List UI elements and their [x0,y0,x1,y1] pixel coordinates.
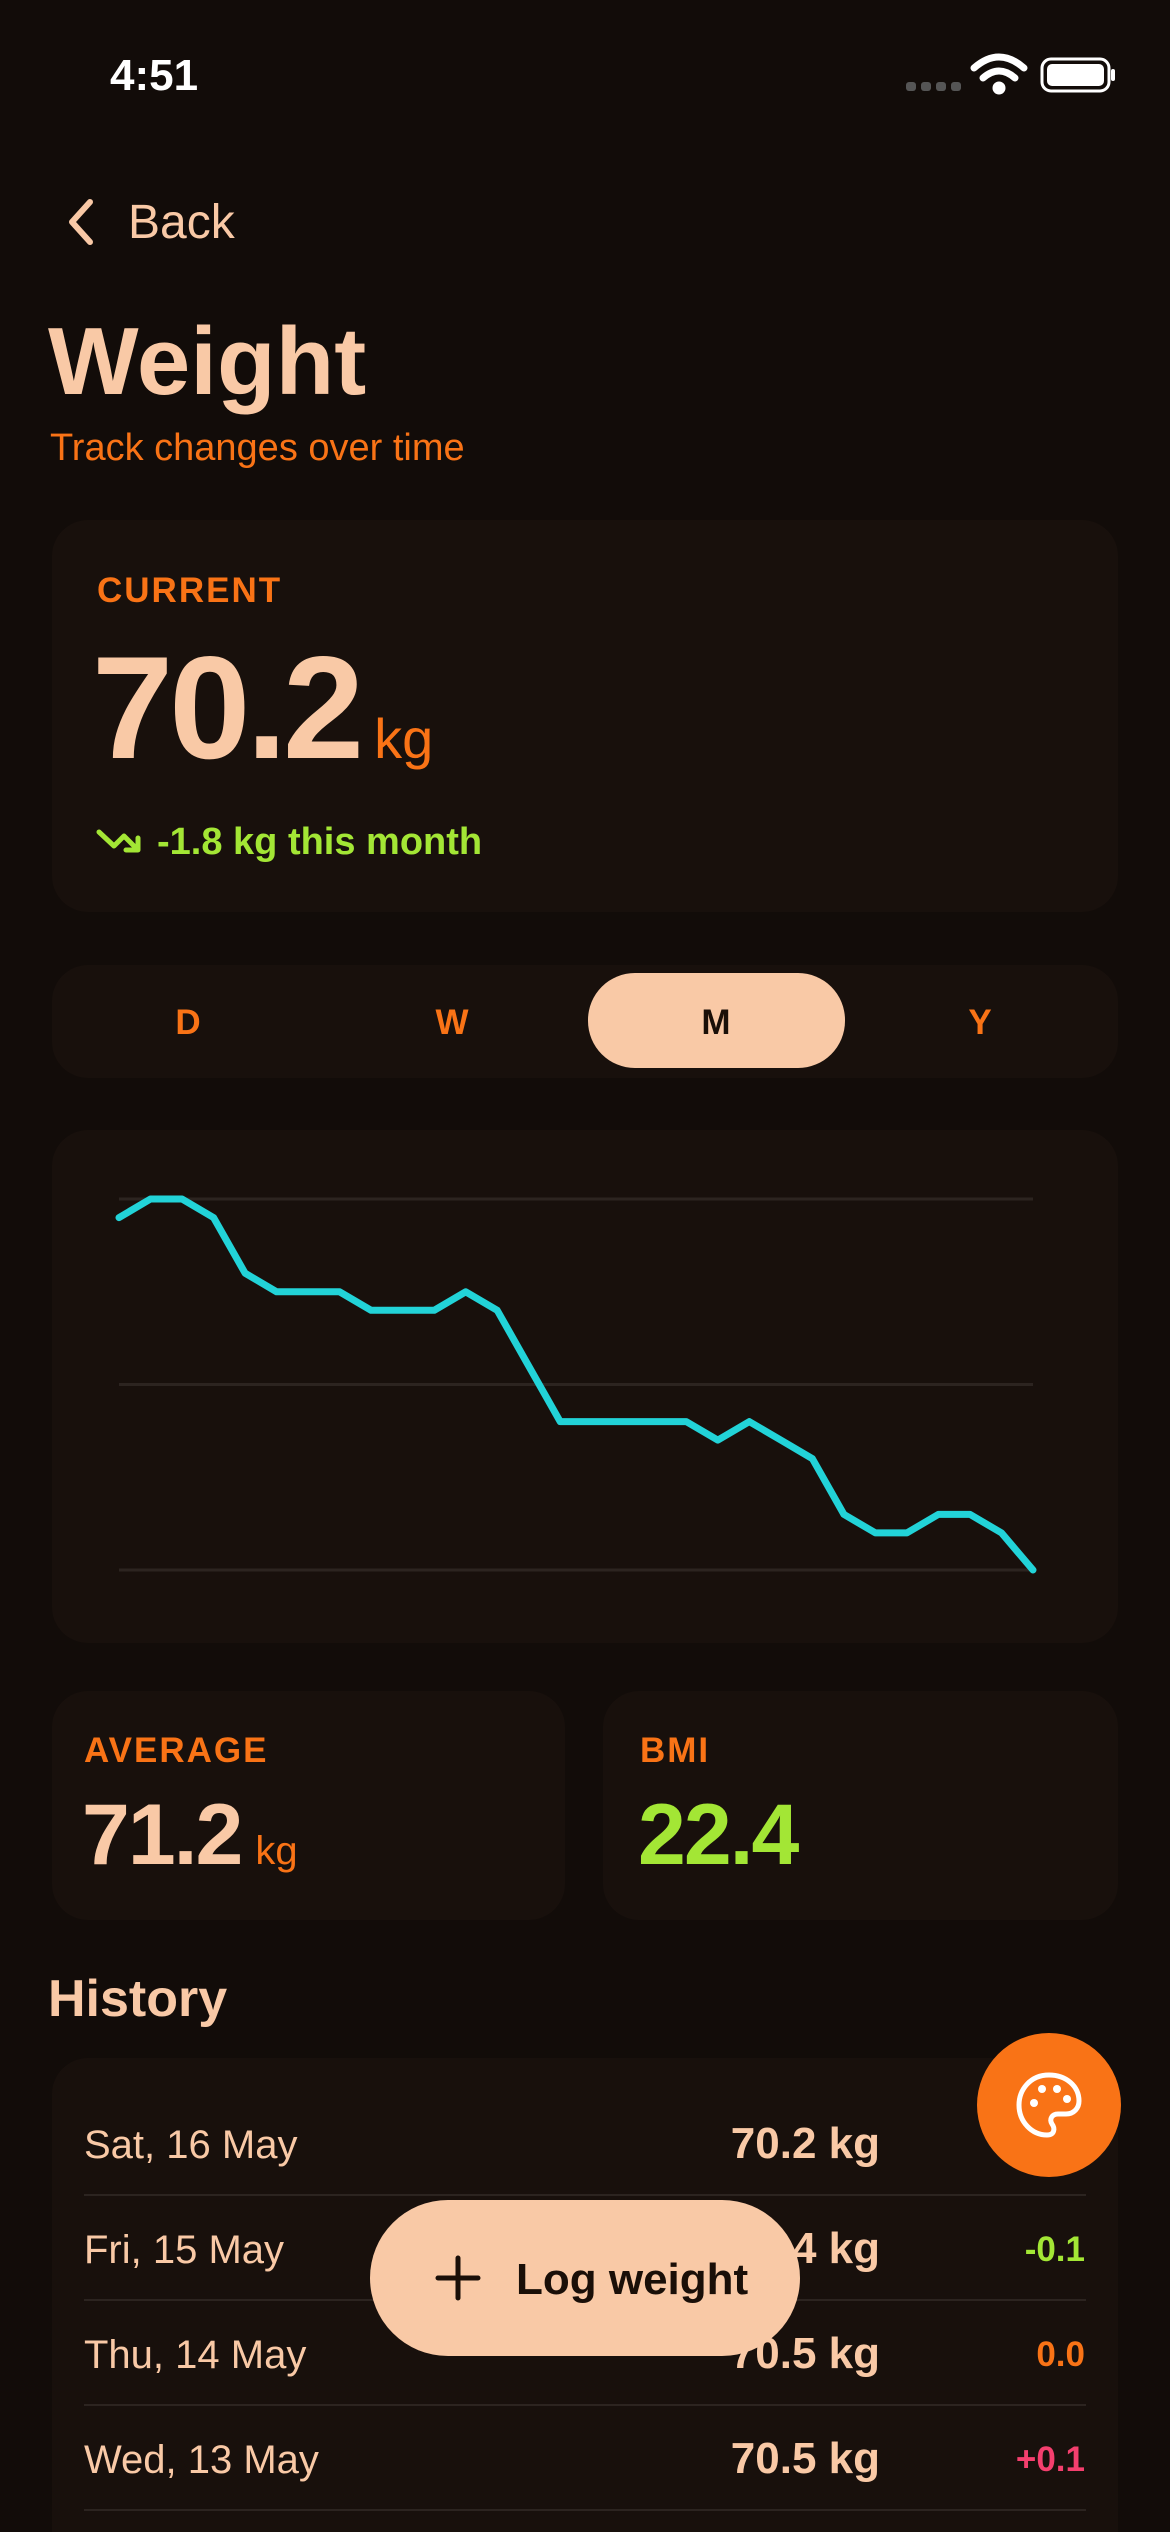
signal-icon [906,82,961,91]
history-change: +0.1 [1016,2440,1085,2479]
weight-line [115,1195,1037,1574]
back-chevron[interactable] [69,199,93,245]
average-card [52,1691,565,1920]
page-subtitle: Track changes over time [50,427,465,469]
current-card [52,520,1118,912]
history-date: Fri, 15 May [84,2228,284,2272]
bmi-value: 22.4 [638,1787,800,1883]
log-weight-button[interactable]: Log weight [370,2200,800,2356]
range-option[interactable]: D [175,1003,200,1042]
current-value: 70.2 [92,626,360,789]
range-option[interactable]: Y [968,1003,991,1042]
log-button-label[interactable]: Log weight [516,2255,749,2304]
chart [115,1195,1037,1574]
log-button-bg[interactable] [370,2200,800,2356]
wifi-icon [970,53,1028,95]
range-option[interactable]: M [701,1003,730,1042]
history-title: History [48,1970,227,2028]
plus-icon [435,2255,481,2301]
average-unit: kg [255,1829,297,1873]
average-value: 71.2 [82,1787,241,1883]
history-date: Sat, 16 May [84,2123,297,2167]
history-weight: 70.5 kg [731,2434,880,2483]
history-change: 0.0 [1036,2335,1085,2374]
range-selected-pill[interactable] [588,973,845,1068]
history-weight: 70.2 kg [731,2119,880,2168]
bmi-card [603,1691,1118,1920]
history-change: -0.1 [1025,2230,1085,2269]
back-button[interactable]: Back [128,196,236,249]
history-date: Wed, 13 May [84,2438,319,2482]
theme-button-bg[interactable] [977,2033,1121,2177]
bmi-label: BMI [640,1731,710,1770]
current-unit: kg [374,707,433,770]
current-label: CURRENT [97,571,282,610]
battery-icon [1040,57,1115,93]
status-time: 4:51 [110,51,198,100]
trend-icon [96,829,141,853]
history-date: Thu, 14 May [84,2333,306,2377]
page-title: Weight [48,308,366,415]
theme-button[interactable] [977,2033,1121,2177]
chart-card [52,1130,1118,1643]
range-option[interactable]: W [435,1003,468,1042]
palette-icon [1016,2072,1082,2138]
current-trend: -1.8 kg this month [157,821,482,863]
range-selector [52,965,1118,1078]
average-label: AVERAGE [84,1731,269,1770]
